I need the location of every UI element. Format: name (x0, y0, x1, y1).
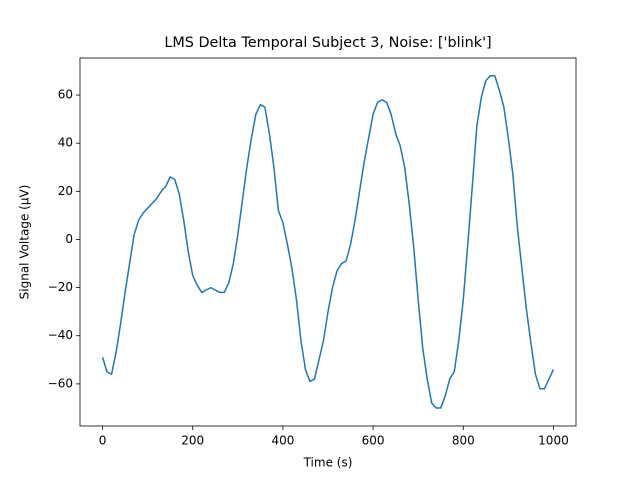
x-tick-label: 600 (362, 434, 385, 448)
y-tick-label: −40 (48, 328, 73, 342)
y-axis-label: Signal Voltage (μV) (18, 185, 32, 300)
y-tick-label: −20 (48, 280, 73, 294)
chart-title: LMS Delta Temporal Subject 3, Noise: ['b… (164, 35, 491, 51)
x-tick-label: 800 (452, 434, 475, 448)
x-tick-label: 200 (181, 434, 204, 448)
y-tick-label: −60 (48, 376, 73, 390)
x-tick-label: 400 (271, 434, 294, 448)
y-tick-label: 40 (58, 136, 73, 150)
x-axis-label: Time (s) (303, 456, 353, 470)
x-tick-label: 1000 (538, 434, 569, 448)
y-tick-label: 60 (58, 88, 73, 102)
y-tick-label: 20 (58, 184, 73, 198)
x-tick-label: 0 (99, 434, 107, 448)
data-line (101, 75, 555, 409)
plot-frame (79, 57, 577, 427)
y-tick-label: 0 (65, 232, 73, 246)
